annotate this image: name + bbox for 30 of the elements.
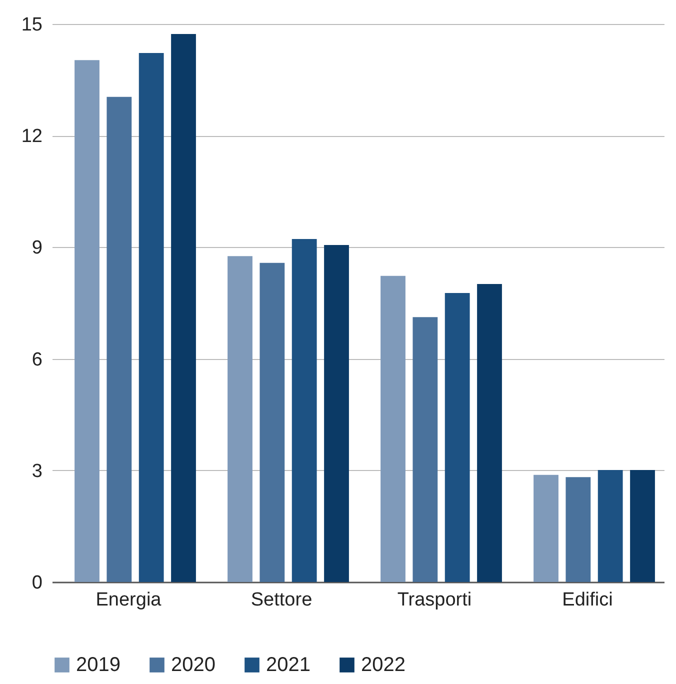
bar [534, 474, 558, 582]
bar [477, 284, 502, 582]
bar [566, 477, 591, 582]
x-tick-label: Settore [250, 590, 312, 610]
legend-label: 2022 [361, 654, 406, 676]
bar [138, 53, 164, 582]
bar [228, 256, 252, 582]
y-tick-label: 15 [21, 14, 42, 36]
y-tick-label: 6 [32, 349, 42, 370]
bar [324, 244, 349, 582]
x-tick-label: Trasporti [397, 590, 472, 610]
bar [106, 96, 132, 582]
bar [380, 276, 406, 582]
bar [171, 34, 196, 582]
bar [260, 262, 285, 582]
bar [598, 470, 623, 582]
bar [74, 60, 100, 582]
x-tick-label: Energia [96, 590, 162, 610]
x-tick-label: Edifici [562, 590, 613, 610]
legend-label: 2019 [76, 654, 120, 676]
legend-label: 2021 [266, 654, 310, 676]
bar [412, 317, 438, 582]
bar [444, 292, 470, 582]
y-tick-label: 9 [32, 238, 42, 259]
legend-label: 2020 [171, 654, 216, 676]
y-tick-label: 12 [21, 126, 42, 148]
y-tick-label: 3 [32, 460, 42, 482]
y-tick-label: 0 [32, 572, 42, 594]
bar [630, 470, 655, 582]
bar [292, 239, 317, 582]
